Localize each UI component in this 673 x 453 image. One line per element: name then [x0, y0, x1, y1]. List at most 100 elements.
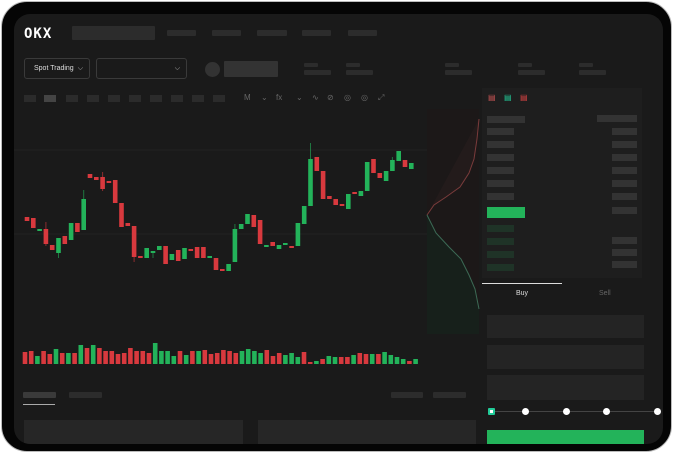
candle: [301, 206, 307, 224]
bid-price[interactable]: [487, 238, 514, 245]
volume-bar: [103, 351, 108, 364]
candle: [238, 224, 244, 229]
volume-bar: [177, 351, 183, 364]
ask-price[interactable]: [487, 180, 514, 187]
ask-size[interactable]: [612, 141, 637, 148]
candle: [390, 160, 395, 171]
chart-type-icon[interactable]: ⌄: [261, 93, 268, 102]
timeframe-button[interactable]: [150, 95, 162, 102]
volume-bar: [159, 351, 164, 364]
timeframe-button[interactable]: [108, 95, 120, 102]
indicator-icon[interactable]: M: [244, 93, 251, 102]
slider-stop[interactable]: [654, 408, 661, 415]
candle: [62, 236, 68, 244]
price-input[interactable]: [487, 315, 644, 338]
book-bids-icon[interactable]: ▤: [504, 93, 512, 102]
volume-bar: [47, 354, 53, 364]
filter-button[interactable]: [433, 392, 466, 398]
candle: [289, 246, 294, 248]
nav-item[interactable]: [167, 30, 196, 36]
volume-bar: [78, 345, 84, 364]
slider-track[interactable]: [491, 411, 659, 412]
candle: [409, 163, 414, 169]
search-bar[interactable]: [72, 26, 155, 40]
ask-size[interactable]: [612, 128, 637, 135]
ask-size[interactable]: [612, 180, 637, 187]
volume-bar: [413, 359, 418, 364]
ask-size[interactable]: [612, 207, 637, 214]
tab-open-orders[interactable]: [23, 392, 56, 398]
dropdown-icon[interactable]: ⌄: [296, 93, 303, 102]
pair-dropdown[interactable]: ⌵: [96, 58, 187, 79]
timeframe-button[interactable]: [24, 95, 36, 102]
tab-order-history[interactable]: [69, 392, 102, 398]
bid-size[interactable]: [612, 249, 637, 256]
ask-price[interactable]: [487, 128, 514, 135]
line-tool-icon[interactable]: ∿: [312, 93, 319, 102]
settings-icon[interactable]: ◎: [361, 93, 368, 102]
bid-price[interactable]: [487, 251, 514, 258]
buy-button[interactable]: [487, 430, 644, 444]
buy-tab[interactable]: Buy: [516, 290, 529, 297]
filter-button[interactable]: [391, 392, 423, 398]
candle: [106, 181, 112, 183]
timeframe-button[interactable]: [87, 95, 99, 102]
candle: [245, 214, 250, 224]
timeframe-button[interactable]: [44, 95, 56, 102]
candle: [81, 199, 86, 230]
slider-stop[interactable]: [563, 408, 570, 415]
candle: [308, 159, 313, 206]
nav-item[interactable]: [257, 30, 287, 36]
function-icon[interactable]: fx: [276, 93, 283, 102]
orders-panel: [24, 420, 243, 444]
timeframe-button[interactable]: [192, 95, 204, 102]
bid-price[interactable]: [487, 264, 514, 271]
nav-item[interactable]: [302, 30, 331, 36]
bid-price[interactable]: [487, 225, 514, 232]
coin-icon: [205, 62, 220, 77]
total-input[interactable]: [487, 375, 644, 400]
candle: [157, 246, 162, 250]
slider-stop[interactable]: [522, 408, 529, 415]
candle: [346, 194, 351, 209]
candle: [112, 180, 118, 203]
volume-bar: [121, 353, 127, 364]
candle: [138, 256, 143, 258]
candle: [207, 256, 212, 258]
timeframe-button[interactable]: [66, 95, 78, 102]
trading-screen: OKX Spot Trading ⌵ ⌵ M ⌄ fx ⌄ ∿ ⊘ ◎ ◎ ⤢ ▤ ▤ ▤ Buy…: [14, 14, 663, 444]
candle: [220, 269, 225, 271]
candle: [264, 245, 269, 247]
ask-size[interactable]: [612, 167, 637, 174]
timeframe-button[interactable]: [171, 95, 183, 102]
ask-size[interactable]: [612, 154, 637, 161]
volume-bar: [382, 352, 387, 364]
ask-price[interactable]: [487, 193, 514, 200]
book-asks-icon[interactable]: ▤: [520, 93, 528, 102]
book-both-icon[interactable]: ▤: [488, 93, 496, 102]
bid-size[interactable]: [612, 237, 637, 244]
fullscreen-icon[interactable]: ⤢: [378, 93, 385, 102]
market-type-dropdown[interactable]: Spot Trading ⌵: [24, 58, 90, 79]
stat-value: [445, 70, 472, 75]
okx-logo: OKX: [24, 26, 53, 42]
amount-input[interactable]: [487, 345, 644, 369]
nav-item[interactable]: [348, 30, 377, 36]
volume-bar: [208, 354, 214, 364]
ask-price[interactable]: [487, 141, 514, 148]
volume-bar: [270, 356, 276, 364]
timeframe-button[interactable]: [213, 95, 225, 102]
ask-price[interactable]: [487, 154, 514, 161]
candlestick-chart[interactable]: [14, 109, 484, 369]
slider-handle[interactable]: [488, 408, 495, 415]
candle: [251, 215, 257, 227]
sell-tab[interactable]: Sell: [599, 290, 611, 297]
ask-price[interactable]: [487, 167, 514, 174]
draw-tool-icon[interactable]: ⊘: [327, 93, 334, 102]
ask-size[interactable]: [612, 193, 637, 200]
nav-item[interactable]: [212, 30, 241, 36]
slider-stop[interactable]: [603, 408, 610, 415]
camera-icon[interactable]: ◎: [344, 93, 351, 102]
bid-size[interactable]: [612, 261, 637, 268]
timeframe-button[interactable]: [129, 95, 141, 102]
